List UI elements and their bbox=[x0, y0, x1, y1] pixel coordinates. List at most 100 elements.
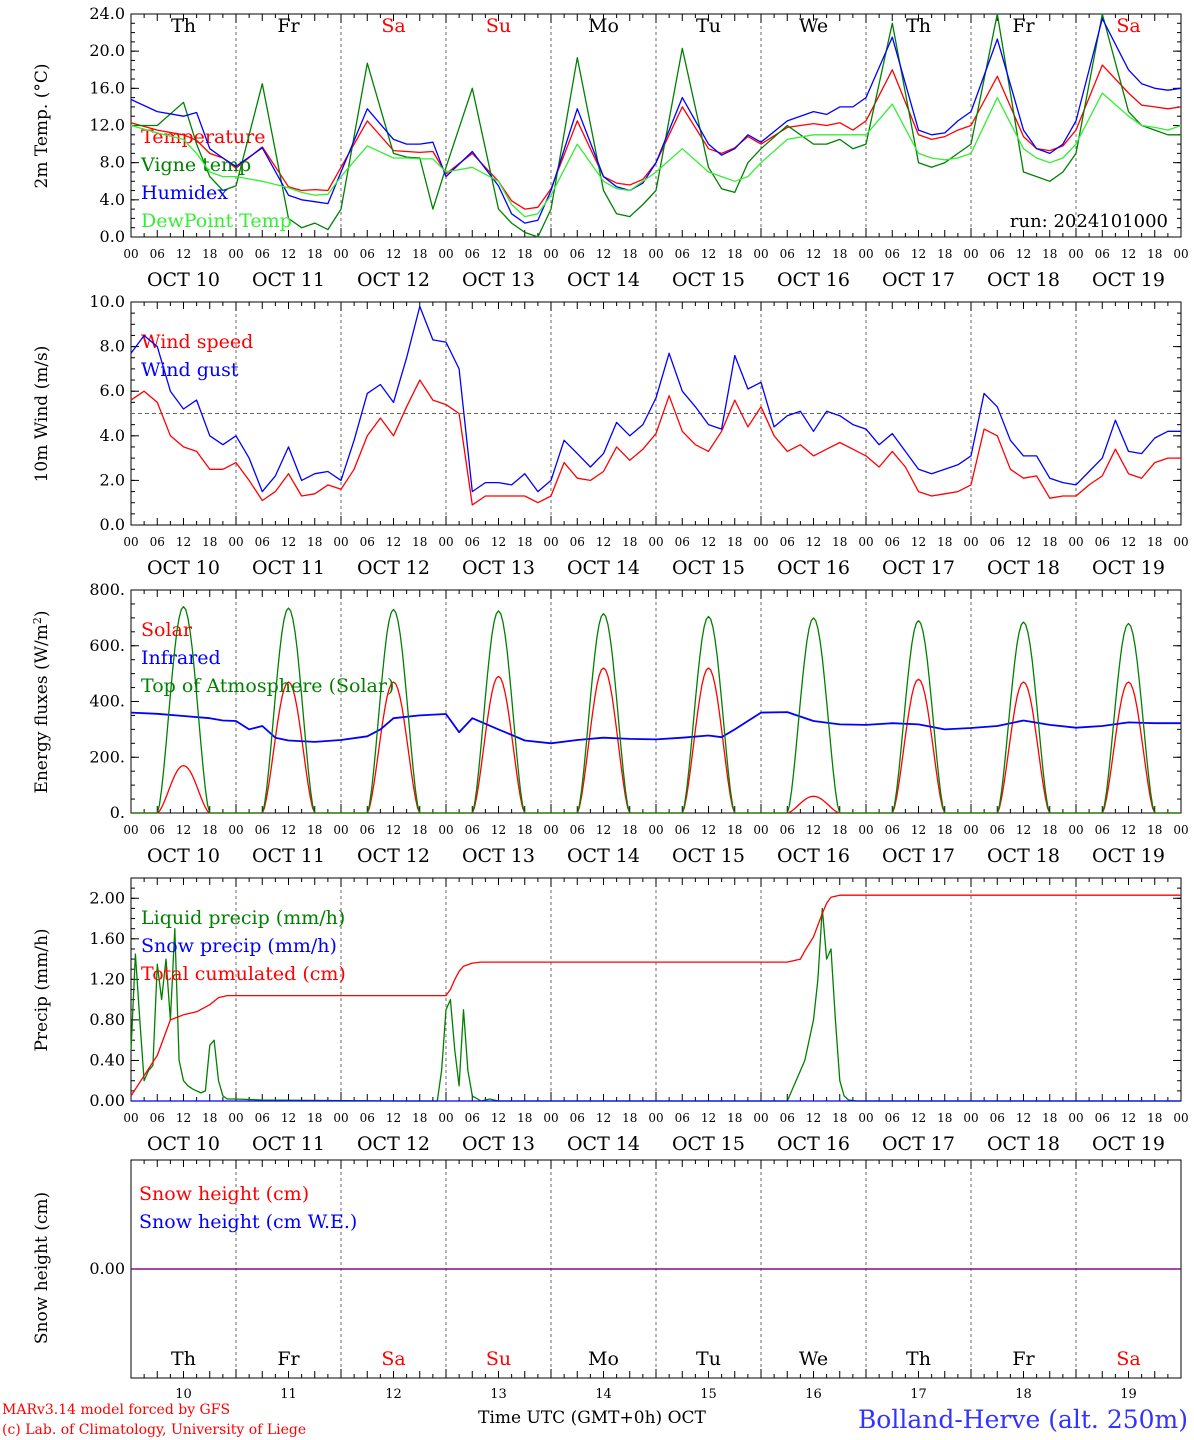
hour-label: 12 bbox=[1016, 1111, 1031, 1125]
hour-label: 12 bbox=[701, 247, 716, 261]
hour-label: 18 bbox=[202, 535, 217, 549]
hour-label: 12 bbox=[1016, 823, 1031, 837]
hour-label: 12 bbox=[176, 1111, 191, 1125]
hour-label: 18 bbox=[517, 823, 532, 837]
hour-label: 12 bbox=[386, 1111, 401, 1125]
series-line bbox=[130, 92, 1182, 218]
series-line bbox=[130, 379, 1181, 506]
day-name: Th bbox=[171, 15, 196, 37]
y-tick-label: 4.0 bbox=[100, 426, 125, 445]
hour-label: 18 bbox=[1147, 247, 1162, 261]
legend-entry: Snow height (cm W.E.) bbox=[139, 1211, 357, 1233]
date-label: OCT 11 bbox=[252, 845, 325, 867]
run-label: run: 2024101000 bbox=[1010, 211, 1168, 232]
legend-entry: Solar bbox=[141, 619, 193, 641]
hour-label: 00 bbox=[333, 535, 348, 549]
hour-label: 06 bbox=[570, 247, 585, 261]
hour-label: 00 bbox=[648, 247, 663, 261]
panel-frame bbox=[130, 13, 1182, 238]
hour-label: 00 bbox=[123, 823, 138, 837]
hour-label: 06 bbox=[360, 247, 375, 261]
legend-entry: Wind gust bbox=[141, 359, 239, 381]
hour-label: 12 bbox=[176, 823, 191, 837]
y-tick-label: 1.60 bbox=[89, 929, 125, 948]
hour-label: 06 bbox=[255, 1111, 270, 1125]
footer-copyright: (c) Lab. of Climatology, University of L… bbox=[2, 1422, 306, 1438]
day-name: Fr bbox=[277, 15, 300, 37]
date-label: OCT 16 bbox=[777, 269, 850, 291]
date-label: OCT 14 bbox=[567, 845, 640, 867]
hour-label: 18 bbox=[727, 247, 742, 261]
date-label: OCT 17 bbox=[882, 1133, 955, 1155]
hour-label: 00 bbox=[228, 247, 243, 261]
hour-label: 00 bbox=[858, 1111, 873, 1125]
hour-label: 18 bbox=[727, 535, 742, 549]
hour-label: 00 bbox=[1068, 247, 1083, 261]
hour-label: 18 bbox=[1147, 823, 1162, 837]
date-label: OCT 12 bbox=[357, 269, 430, 291]
day-number: 19 bbox=[1120, 1387, 1137, 1402]
day-number: 17 bbox=[910, 1387, 927, 1402]
legend-entry: DewPoint Temp bbox=[141, 210, 292, 232]
hour-label: 18 bbox=[517, 247, 532, 261]
date-label: OCT 16 bbox=[777, 1133, 850, 1155]
hour-label: 18 bbox=[307, 535, 322, 549]
date-label: OCT 10 bbox=[147, 557, 220, 579]
hour-label: 00 bbox=[753, 535, 768, 549]
hour-label: 12 bbox=[911, 1111, 926, 1125]
hour-label: 12 bbox=[281, 535, 296, 549]
hour-label: 18 bbox=[832, 247, 847, 261]
hour-label: 06 bbox=[255, 535, 270, 549]
hour-label: 06 bbox=[675, 1111, 690, 1125]
y-axis-label: 10m Wind (m/s) bbox=[32, 346, 52, 483]
y-tick-label: 16.0 bbox=[89, 78, 125, 97]
hour-label: 06 bbox=[780, 535, 795, 549]
day-name: Mo bbox=[588, 1348, 619, 1370]
hour-label: 12 bbox=[1121, 1111, 1136, 1125]
hour-label: 06 bbox=[570, 1111, 585, 1125]
date-label: OCT 15 bbox=[672, 557, 745, 579]
hour-label: 18 bbox=[1042, 535, 1057, 549]
hour-label: 12 bbox=[281, 823, 296, 837]
y-tick-label: 4.0 bbox=[100, 190, 125, 209]
y-tick-label: 200. bbox=[89, 747, 125, 766]
day-name: Th bbox=[906, 15, 931, 37]
hour-label: 00 bbox=[753, 1111, 768, 1125]
hour-label: 06 bbox=[675, 535, 690, 549]
hour-label: 00 bbox=[543, 823, 558, 837]
hour-label: 00 bbox=[858, 823, 873, 837]
date-label: OCT 15 bbox=[672, 845, 745, 867]
hour-label: 00 bbox=[648, 535, 663, 549]
series-line bbox=[130, 305, 1181, 493]
hour-label: 06 bbox=[150, 823, 165, 837]
date-label: OCT 18 bbox=[987, 557, 1060, 579]
y-tick-label: 400. bbox=[89, 692, 125, 711]
hour-label: 06 bbox=[465, 247, 480, 261]
date-label: OCT 19 bbox=[1092, 269, 1165, 291]
hour-label: 18 bbox=[412, 1111, 427, 1125]
series-line bbox=[130, 711, 1181, 745]
hour-label: 12 bbox=[491, 535, 506, 549]
panel-5: 0.00 Snow height (cm) Snow height (cm) Snow… bbox=[32, 1159, 1182, 1402]
hour-label: 18 bbox=[937, 535, 952, 549]
date-label: OCT 19 bbox=[1092, 557, 1165, 579]
hour-label: 00 bbox=[1068, 1111, 1083, 1125]
y-tick-label: 24.0 bbox=[89, 4, 125, 23]
hour-label: 00 bbox=[123, 535, 138, 549]
hour-label: 06 bbox=[990, 535, 1005, 549]
day-number: 11 bbox=[280, 1387, 297, 1402]
date-label: OCT 12 bbox=[357, 557, 430, 579]
hour-label: 06 bbox=[885, 535, 900, 549]
hour-label: 18 bbox=[307, 823, 322, 837]
hour-label: 12 bbox=[596, 1111, 611, 1125]
hour-label: 00 bbox=[1173, 1111, 1188, 1125]
y-tick-label: 0.00 bbox=[89, 1091, 125, 1110]
y-tick-label: 6.0 bbox=[100, 381, 125, 400]
hour-label: 06 bbox=[990, 247, 1005, 261]
day-name: Fr bbox=[1012, 15, 1035, 37]
hour-label: 00 bbox=[123, 1111, 138, 1125]
hour-label: 18 bbox=[412, 823, 427, 837]
hour-label: 12 bbox=[806, 1111, 821, 1125]
date-label: OCT 17 bbox=[882, 845, 955, 867]
day-name: Sa bbox=[1116, 1348, 1140, 1370]
